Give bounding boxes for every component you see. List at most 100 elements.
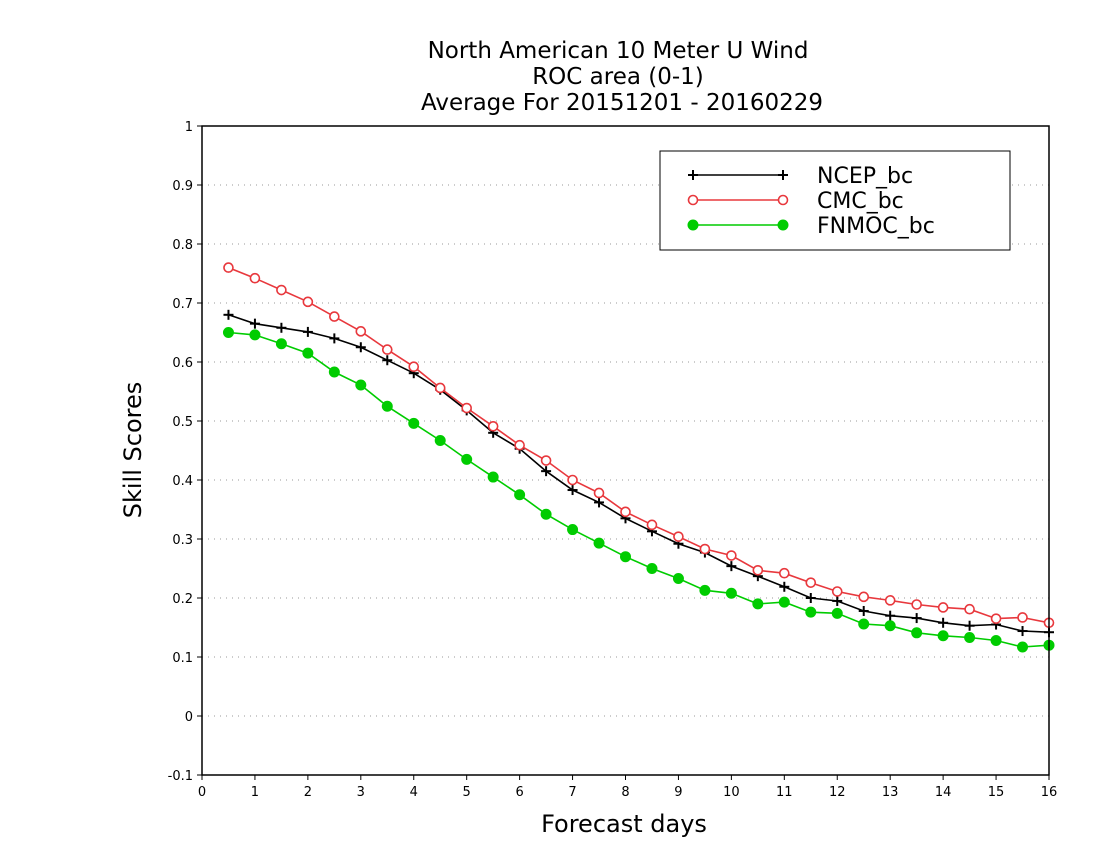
data-point-fnmoc-bc bbox=[514, 489, 526, 501]
data-point-cmc-bc bbox=[1017, 612, 1028, 623]
y-axis-ticks: -0.1 0 0.1 0.2 0.3 0.4 0.5 0.6 0.7 0.8 0.9 1 bbox=[168, 120, 202, 784]
data-point-ncep-bc bbox=[858, 605, 869, 616]
y-tick-label: 1 bbox=[185, 120, 193, 135]
legend-label: FNMOC_bc bbox=[817, 214, 935, 239]
y-tick-label: 0.6 bbox=[172, 356, 193, 371]
legend-item-ncep-bc: NCEP_bc bbox=[688, 164, 913, 189]
data-point-cmc-bc bbox=[911, 599, 922, 610]
x-tick-label: 1 bbox=[251, 785, 259, 800]
legend-label: CMC_bc bbox=[817, 189, 904, 214]
data-point-fnmoc-bc bbox=[725, 587, 737, 599]
data-point-cmc-bc bbox=[831, 586, 843, 597]
y-tick-label: -0.1 bbox=[168, 769, 193, 784]
data-point-cmc-bc bbox=[620, 506, 631, 518]
data-point-fnmoc-bc bbox=[858, 618, 870, 630]
data-point-fnmoc-bc bbox=[884, 620, 896, 632]
y-tick-label: 0.5 bbox=[172, 415, 193, 430]
data-point-ncep-bc bbox=[355, 342, 366, 353]
data-point-fnmoc-bc bbox=[302, 347, 314, 359]
data-point-cmc-bc bbox=[779, 567, 790, 579]
data-point-cmc-bc bbox=[990, 613, 1002, 624]
data-point-cmc-bc bbox=[884, 595, 896, 606]
x-tick-label: 5 bbox=[463, 785, 471, 800]
y-tick-label: 0.7 bbox=[172, 297, 193, 312]
chart-title-line-1: North American 10 Meter U Wind bbox=[428, 38, 809, 64]
x-tick-label: 6 bbox=[515, 785, 523, 800]
data-point-ncep-bc bbox=[964, 620, 975, 631]
x-tick-label: 7 bbox=[568, 785, 576, 800]
data-point-cmc-bc bbox=[329, 311, 340, 322]
y-tick-label: 0.4 bbox=[172, 474, 193, 489]
data-point-ncep-bc bbox=[885, 610, 896, 621]
x-tick-label: 12 bbox=[829, 785, 846, 800]
data-point-fnmoc-bc bbox=[328, 366, 340, 378]
x-tick-label: 13 bbox=[882, 785, 899, 800]
series-line-ncep-bc bbox=[228, 314, 1050, 633]
data-point-fnmoc-bc bbox=[1017, 641, 1029, 653]
data-point-cmc-bc bbox=[805, 577, 817, 588]
data-point-cmc-bc bbox=[487, 421, 499, 432]
series-group bbox=[222, 262, 1055, 653]
data-point-fnmoc-bc bbox=[805, 606, 817, 618]
data-point-ncep-bc bbox=[382, 355, 393, 366]
y-axis-label: Skill Scores bbox=[119, 382, 147, 519]
y-tick-label: 0.3 bbox=[172, 533, 193, 548]
series-ncep-bc bbox=[223, 309, 1054, 638]
legend-marker bbox=[687, 219, 699, 231]
data-point-fnmoc-bc bbox=[355, 379, 367, 391]
x-tick-label: 10 bbox=[723, 785, 740, 800]
data-point-fnmoc-bc bbox=[990, 634, 1002, 646]
data-point-cmc-bc bbox=[752, 564, 764, 576]
series-line-cmc-bc bbox=[228, 266, 1050, 624]
data-point-fnmoc-bc bbox=[487, 471, 499, 483]
data-point-ncep-bc bbox=[541, 466, 552, 477]
data-point-cmc-bc bbox=[408, 361, 420, 373]
data-point-ncep-bc bbox=[938, 617, 949, 628]
data-point-cmc-bc bbox=[937, 602, 949, 613]
data-point-cmc-bc bbox=[699, 543, 711, 555]
data-point-fnmoc-bc bbox=[937, 630, 949, 642]
data-point-ncep-bc bbox=[726, 561, 737, 572]
x-tick-label: 16 bbox=[1041, 785, 1058, 800]
data-point-fnmoc-bc bbox=[593, 537, 605, 549]
data-point-fnmoc-bc bbox=[964, 632, 976, 644]
data-point-ncep-bc bbox=[1017, 626, 1028, 637]
data-point-cmc-bc bbox=[964, 603, 975, 615]
data-point-fnmoc-bc bbox=[275, 338, 287, 350]
legend-item-fnmoc-bc: FNMOC_bc bbox=[687, 214, 935, 239]
data-point-fnmoc-bc bbox=[434, 434, 446, 446]
y-tick-label: 0.1 bbox=[172, 651, 193, 666]
y-tick-label: 0 bbox=[185, 710, 193, 725]
data-point-ncep-bc bbox=[567, 485, 578, 496]
legend-marker bbox=[778, 170, 788, 180]
x-tick-label: 2 bbox=[304, 785, 312, 800]
data-point-fnmoc-bc bbox=[461, 453, 473, 465]
x-tick-label: 11 bbox=[776, 785, 793, 800]
y-tick-label: 0.9 bbox=[172, 179, 193, 194]
data-point-ncep-bc bbox=[329, 333, 340, 344]
legend-marker bbox=[777, 219, 789, 231]
x-tick-label: 8 bbox=[621, 785, 629, 800]
data-point-cmc-bc bbox=[249, 272, 261, 284]
data-point-ncep-bc bbox=[832, 595, 843, 606]
series-line-fnmoc-bc bbox=[228, 331, 1050, 648]
data-point-cmc-bc bbox=[858, 591, 870, 603]
data-point-cmc-bc bbox=[646, 519, 658, 531]
data-point-ncep-bc bbox=[249, 318, 260, 329]
data-point-fnmoc-bc bbox=[752, 598, 764, 610]
data-point-fnmoc-bc bbox=[408, 417, 420, 429]
data-point-fnmoc-bc bbox=[620, 551, 631, 563]
data-point-fnmoc-bc bbox=[249, 329, 261, 341]
data-point-ncep-bc bbox=[223, 309, 234, 320]
data-point-ncep-bc bbox=[911, 613, 922, 624]
data-point-cmc-bc bbox=[434, 382, 446, 394]
series-fnmoc-bc bbox=[222, 327, 1055, 653]
data-point-ncep-bc bbox=[779, 581, 790, 592]
data-point-fnmoc-bc bbox=[646, 563, 658, 574]
data-point-cmc-bc bbox=[514, 439, 525, 451]
data-point-ncep-bc bbox=[594, 497, 605, 508]
x-tick-label: 14 bbox=[935, 785, 952, 800]
x-tick-label: 4 bbox=[410, 785, 418, 800]
data-point-cmc-bc bbox=[567, 474, 578, 486]
